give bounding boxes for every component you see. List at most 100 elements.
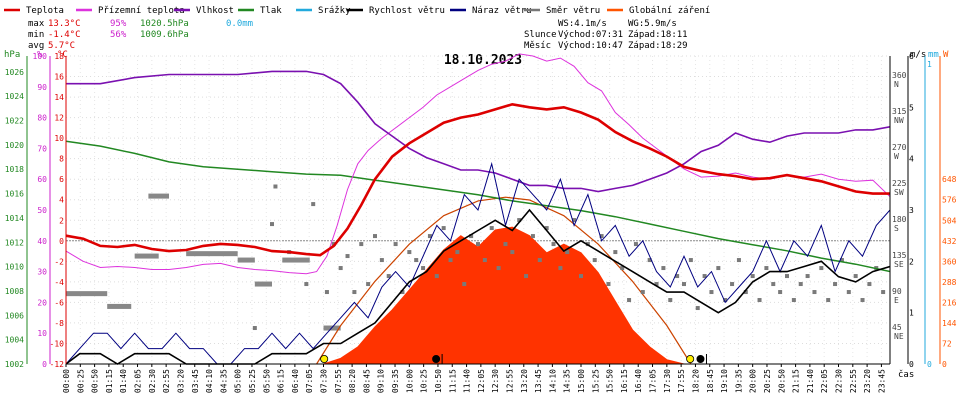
wind-direction-point <box>654 282 659 287</box>
pressure-tick-label: 1018 <box>5 165 24 174</box>
wind-tick-label: 4 <box>909 155 914 164</box>
stats-max-label: max <box>28 19 45 29</box>
x-tick-label: 12:30 <box>491 369 500 393</box>
x-tick-label: 17:05 <box>649 369 658 393</box>
temperature-tick-label: 6 <box>59 175 64 184</box>
pressure-line <box>65 140 891 273</box>
wind-direction-point <box>496 266 501 271</box>
wind-direction-point <box>881 290 886 295</box>
radiation-tick-label: 432 <box>942 237 957 246</box>
x-tick-label: 12:05 <box>477 369 486 393</box>
x-tick-label: 12:55 <box>506 369 515 393</box>
wind-direction-point <box>558 266 563 271</box>
wind-direction-point <box>434 274 439 279</box>
temperature-tick-label: 8 <box>59 155 64 164</box>
wind-direction-bar <box>237 257 255 263</box>
wind-direction-point <box>517 218 522 223</box>
stats-block: max 13.3°C 95% 1020.5hPa 0.0mm min -1.4°… <box>28 19 688 51</box>
wind-tick-label: 3 <box>909 206 914 215</box>
humidity-tick-label: 100 <box>33 52 48 61</box>
sunrise-marker <box>320 354 329 363</box>
wind-direction-bars <box>66 193 341 331</box>
stats-avg-temp: 5.7°C <box>48 41 75 51</box>
chart-legend: Teplota Přízemní teplota Vlhkost Tlak Srážky… <box>4 6 710 16</box>
temperature-tick-label: -8 <box>54 319 64 328</box>
direction-letter-label: W <box>894 152 899 161</box>
stats-sun-label: Slunce <box>524 30 557 40</box>
stats-min-press: 1009.6hPa <box>140 30 189 40</box>
x-tick-label: 19:10 <box>720 369 729 393</box>
x-tick-label: 18:45 <box>706 369 715 393</box>
legend-label: Srážky <box>318 6 351 16</box>
x-tick-label: 15:50 <box>606 369 615 393</box>
wind-direction-point <box>379 258 384 263</box>
radiation-tick-label: 288 <box>942 278 957 287</box>
wind-direction-point <box>510 250 515 255</box>
pressure-tick-label: 1010 <box>5 263 24 272</box>
wind-direction-point <box>599 234 604 239</box>
temperature-tick-label: -6 <box>54 298 64 307</box>
radiation-tick-label: 72 <box>942 339 952 348</box>
wind-direction-point <box>846 290 851 295</box>
wind-direction-point <box>764 266 769 271</box>
direction-tick-label: 180 <box>892 215 907 224</box>
direction-tick-label: 135 <box>892 251 907 260</box>
wind-direction-point <box>359 242 364 247</box>
humidity-line <box>66 70 891 193</box>
x-tick-label: 14:10 <box>548 369 557 393</box>
wind-direction-point <box>668 298 673 303</box>
moonrise-marker <box>432 354 441 363</box>
stats-max-hum: 95% <box>110 19 127 29</box>
pressure-tick-label: 1026 <box>5 68 24 77</box>
radiation-tick-label: 0 <box>942 360 947 369</box>
humidity-tick-label: 0 <box>42 360 47 369</box>
wind-direction-point <box>345 254 350 259</box>
wind-direction-point <box>489 226 494 231</box>
x-tick-label: 22:05 <box>820 369 829 393</box>
x-tick-label: 01:40 <box>119 369 128 393</box>
wind-direction-bar <box>134 253 159 259</box>
stats-moon-rise: Východ:10:47 <box>558 41 623 51</box>
wind-direction-bar <box>282 257 310 263</box>
wind-direction-point <box>812 290 817 295</box>
stats-min-temp: -1.4°C <box>48 30 81 40</box>
x-tick-label: 15:00 <box>577 369 586 393</box>
wind-direction-point <box>867 282 872 287</box>
wind-direction-point <box>743 290 748 295</box>
x-axis-ticks: 00:00 00:25 00:50 01:15 01:40 02:05 02:30 02:55… <box>62 364 886 393</box>
wind-direction-point <box>633 242 638 247</box>
radiation-unit: W <box>943 50 949 60</box>
ground-temp-line <box>65 53 891 275</box>
wind-direction-point <box>252 326 257 331</box>
wind-direction-point <box>853 274 858 279</box>
x-tick-label: 17:30 <box>663 369 672 393</box>
x-tick-label: 08:20 <box>348 369 357 393</box>
chart-title: 18.10.2023 <box>444 53 522 68</box>
wind-direction-point <box>565 250 570 255</box>
x-tick-label: 03:45 <box>191 369 200 393</box>
wind-direction-point <box>579 274 583 279</box>
legend-label: Náraz větru <box>472 6 532 16</box>
x-tick-label: 05:25 <box>248 369 257 393</box>
legend-label: Tlak <box>260 6 282 16</box>
legend-label: Směr větru <box>546 6 600 16</box>
radiation-tick-label: 144 <box>942 319 957 328</box>
radiation-tick-label: 216 <box>942 298 957 307</box>
legend-label: Přízemní teplota <box>98 6 185 16</box>
wind-direction-point <box>750 274 755 279</box>
direction-letter-label: S <box>894 224 899 233</box>
pressure-tick-label: 1014 <box>5 214 24 223</box>
x-tick-label: 00:00 <box>62 369 71 393</box>
direction-tick-label: 270 <box>892 143 907 152</box>
humidity-tick-label: 80 <box>37 114 47 123</box>
pressure-unit: hPa <box>4 50 20 60</box>
stats-sun-set: Západ:18:11 <box>628 30 688 40</box>
wind-direction-point <box>544 226 549 231</box>
direction-letter-label: SE <box>894 260 904 269</box>
x-tick-label: 22:55 <box>849 369 858 393</box>
wind-direction-point <box>757 298 762 303</box>
pressure-tick-label: 1016 <box>5 190 24 199</box>
stats-max-temp: 13.3°C <box>48 19 81 29</box>
wind-direction-point <box>304 282 309 287</box>
